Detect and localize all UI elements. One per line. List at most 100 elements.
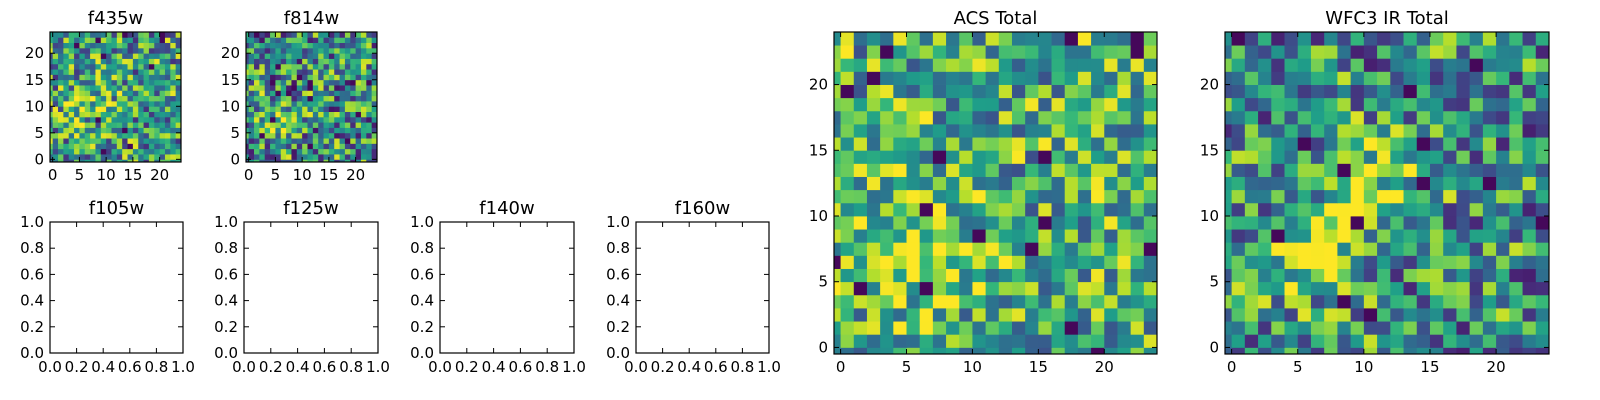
heatmap-cell (246, 69, 250, 75)
heatmap-cell (1310, 334, 1325, 348)
heatmap-cell (932, 308, 947, 322)
heatmap-cell (893, 281, 907, 296)
heatmap-cell (1231, 150, 1246, 164)
heatmap-cell (840, 137, 855, 151)
heatmap-cell (959, 308, 973, 322)
heatmap-cell (1130, 45, 1145, 59)
heatmap-cell (159, 85, 166, 91)
heatmap-cell (360, 90, 367, 97)
heatmap-cell (175, 63, 181, 70)
heatmap-cell (1064, 202, 1079, 217)
heatmap-cell (143, 42, 150, 49)
heatmap-cell (1130, 268, 1145, 283)
heatmap-cell (366, 143, 373, 150)
heatmap-cell (58, 132, 64, 139)
heatmap-cell (1324, 334, 1338, 348)
heatmap-cell (111, 58, 118, 65)
heatmap-cell (339, 143, 346, 150)
heatmap-cell (1509, 137, 1523, 151)
heatmap-cell (1077, 84, 1092, 99)
heatmap-cell (1509, 321, 1523, 335)
heatmap-cell (264, 58, 271, 65)
heatmap-cell (880, 334, 894, 348)
heatmap-cell (350, 90, 357, 97)
heatmap-cell (1482, 137, 1497, 151)
heatmap-cell (148, 37, 155, 44)
heatmap-cell (1509, 334, 1523, 348)
x-tick-label: 0 (1227, 358, 1237, 376)
heatmap-cell (893, 58, 907, 72)
heatmap-cell (280, 127, 287, 134)
heatmap-cell (116, 47, 123, 54)
heatmap-cell (50, 90, 54, 97)
heatmap-cell (154, 69, 161, 75)
heatmap-cell (1284, 110, 1299, 125)
heatmap-cell (170, 159, 177, 162)
heatmap-cell (1522, 176, 1537, 191)
heatmap-cell (127, 132, 134, 139)
heatmap-cell (959, 229, 973, 243)
heatmap-cell (248, 106, 255, 112)
heatmap-cell (248, 127, 255, 134)
heatmap-cell (344, 47, 351, 54)
heatmap-cell (159, 69, 166, 75)
heatmap-cell (1104, 347, 1118, 354)
heatmap-cell (919, 308, 934, 322)
heatmap-cell (68, 58, 75, 65)
heatmap-cell (906, 84, 921, 99)
heatmap-cell (1363, 124, 1378, 138)
heatmap-cell (853, 137, 868, 151)
heatmap-cell (291, 32, 298, 38)
heatmap-cell (302, 42, 308, 49)
heatmap-cell (853, 255, 868, 269)
heatmap-cell (138, 111, 144, 118)
heatmap-cell (946, 321, 960, 335)
heatmap-cell (302, 47, 308, 54)
heatmap-cell (84, 143, 91, 150)
heatmap-cell (318, 122, 324, 128)
heatmap-cell (334, 148, 340, 155)
heatmap-cell (1104, 58, 1118, 72)
heatmap-cell (946, 137, 960, 151)
heatmap-cell (259, 95, 266, 102)
heatmap-cell (1104, 308, 1118, 322)
heatmap-cell (307, 95, 314, 102)
heatmap-cell (880, 321, 894, 335)
heatmap-cell (1011, 255, 1026, 269)
heatmap-cell (360, 127, 367, 134)
heatmap-cell (291, 37, 298, 44)
heatmap-cell (1130, 71, 1145, 85)
heatmap-cell (1377, 189, 1391, 204)
heatmap-cell (132, 148, 139, 155)
heatmap-cell (959, 71, 973, 85)
heatmap-cell (1117, 124, 1132, 138)
heatmap-cell (122, 95, 128, 102)
heatmap-cell (1143, 281, 1157, 296)
heatmap-cell (1117, 334, 1132, 348)
heatmap-cell (334, 138, 340, 144)
heatmap-cell (286, 37, 292, 44)
heatmap-cell (972, 242, 987, 256)
heatmap-cell (355, 132, 362, 139)
heatmap-cell (74, 148, 80, 155)
heatmap-cell (1416, 58, 1431, 72)
heatmap-cell (1271, 163, 1285, 177)
panel-title: WFC3 IR Total (1325, 8, 1448, 29)
heatmap-cell (111, 106, 118, 112)
heatmap-cell (170, 63, 177, 70)
heatmap-cell (106, 159, 112, 162)
y-tick-label: 0.8 (20, 239, 44, 257)
heatmap-cell (1025, 163, 1039, 177)
heatmap-cell (1130, 202, 1145, 217)
heatmap-cell (339, 53, 346, 59)
heatmap-cell (143, 37, 150, 44)
heatmap-cell (1377, 45, 1391, 59)
axes-frame (439, 221, 575, 354)
heatmap-cell (52, 47, 59, 54)
heatmap-cell (1025, 84, 1039, 99)
heatmap-cell (339, 63, 346, 70)
heatmap-cell (1130, 137, 1145, 151)
heatmap-cell (275, 138, 282, 144)
heatmap-cell (90, 42, 96, 49)
heatmap-cell (1104, 242, 1118, 256)
